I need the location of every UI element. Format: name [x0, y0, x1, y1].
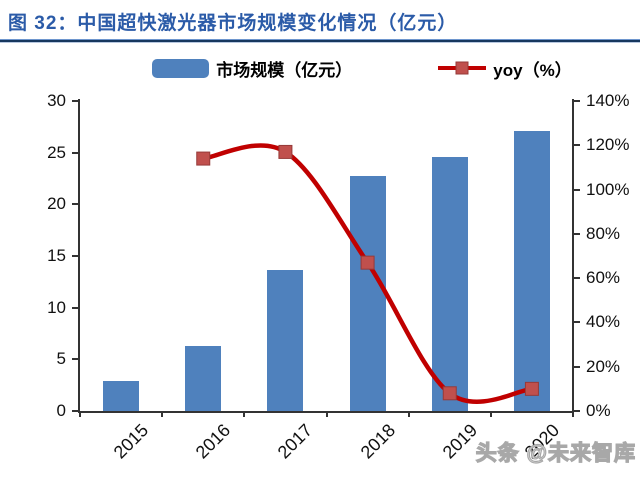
bar-2015: [103, 381, 140, 411]
y-axis-left-label: 0: [56, 401, 66, 420]
y-axis-right-tick: [574, 365, 580, 368]
y-axis-right-label: 140%: [586, 91, 630, 110]
y-axis-left-label: 10: [47, 297, 66, 317]
yoy-line-layer: [196, 143, 539, 404]
y-axis-left-tick: [72, 151, 78, 154]
x-axis-tick: [489, 411, 492, 417]
x-axis-tick: [325, 411, 328, 417]
y-axis-right-tick: [574, 321, 580, 324]
yoy-line: [201, 143, 535, 404]
y-axis-left-label: 25: [47, 142, 66, 162]
x-axis-label-2016: 2016: [191, 420, 235, 463]
y-axis-right-label: 60%: [586, 268, 621, 288]
y-axis-right-label: 20%: [586, 356, 621, 376]
x-axis-tick: [407, 411, 410, 417]
y-axis-left-line: [78, 99, 80, 413]
y-axis-right-label: 100%: [586, 179, 630, 199]
bar-2018: [349, 176, 386, 411]
legend-label-yoy: yoy（%）: [493, 60, 572, 80]
x-axis-tick: [79, 411, 81, 417]
title-separator: [0, 39, 640, 43]
x-axis-tick: [572, 411, 574, 417]
y-axis-right-label: 80%: [586, 223, 621, 243]
y-axis-right-tick: [574, 188, 580, 191]
y-axis-left-label: 30: [47, 91, 66, 110]
bar-2019: [431, 156, 468, 411]
y-axis-left-tick: [72, 203, 78, 206]
y-axis-left-tick: [72, 306, 78, 309]
y-axis-right-tick: [574, 232, 580, 235]
yoy-marker: [196, 151, 211, 166]
y-axis-left-label: 15: [47, 246, 66, 265]
y-axis-left-tick: [72, 255, 78, 257]
y-axis-left-tick: [72, 358, 78, 361]
bar-2020: [513, 130, 550, 411]
y-axis-left-label: 20: [47, 194, 66, 214]
yoy-marker: [360, 255, 375, 270]
x-axis-label-2015: 2015: [109, 420, 153, 463]
y-axis-left-tick: [72, 100, 78, 102]
bar-series-swatch-icon: [152, 58, 210, 78]
line-marker-swatch-icon: [455, 61, 469, 75]
line-series-swatch-icon: [438, 61, 487, 75]
y-axis-right-tick: [574, 144, 580, 147]
bar-2017: [267, 270, 304, 411]
y-axis-left-label: 5: [56, 349, 66, 369]
y-axis-right-label: 0%: [586, 401, 611, 420]
y-axis-right-label: 40%: [586, 312, 621, 332]
y-axis-left-tick: [72, 410, 78, 412]
yoy-marker: [524, 381, 539, 396]
x-axis-label-2017: 2017: [274, 420, 317, 463]
bar-2016: [185, 345, 222, 411]
y-axis-right-tick: [574, 410, 580, 412]
watermark: 头条 @未来智库: [475, 441, 636, 465]
yoy-marker: [442, 386, 457, 401]
figure-title: 图 32：中国超快激光器市场规模变化情况（亿元）: [8, 13, 458, 34]
x-axis-tick: [161, 411, 164, 417]
legend-item-yoy: yoy（%）: [438, 56, 572, 81]
legend-item-market-size: 市场规模（亿元）: [152, 56, 352, 81]
x-axis-tick: [243, 411, 246, 417]
y-axis-right-tick: [574, 100, 580, 102]
x-axis-label-2018: 2018: [356, 420, 399, 463]
legend-label-market-size: 市场规模（亿元）: [216, 60, 353, 80]
chart-legend: 市场规模（亿元） yoy（%）: [42, 55, 640, 81]
y-axis-right-label: 120%: [586, 135, 630, 155]
yoy-marker: [278, 144, 293, 159]
y-axis-right-tick: [574, 277, 580, 280]
y-axis-right-line: [572, 99, 574, 413]
